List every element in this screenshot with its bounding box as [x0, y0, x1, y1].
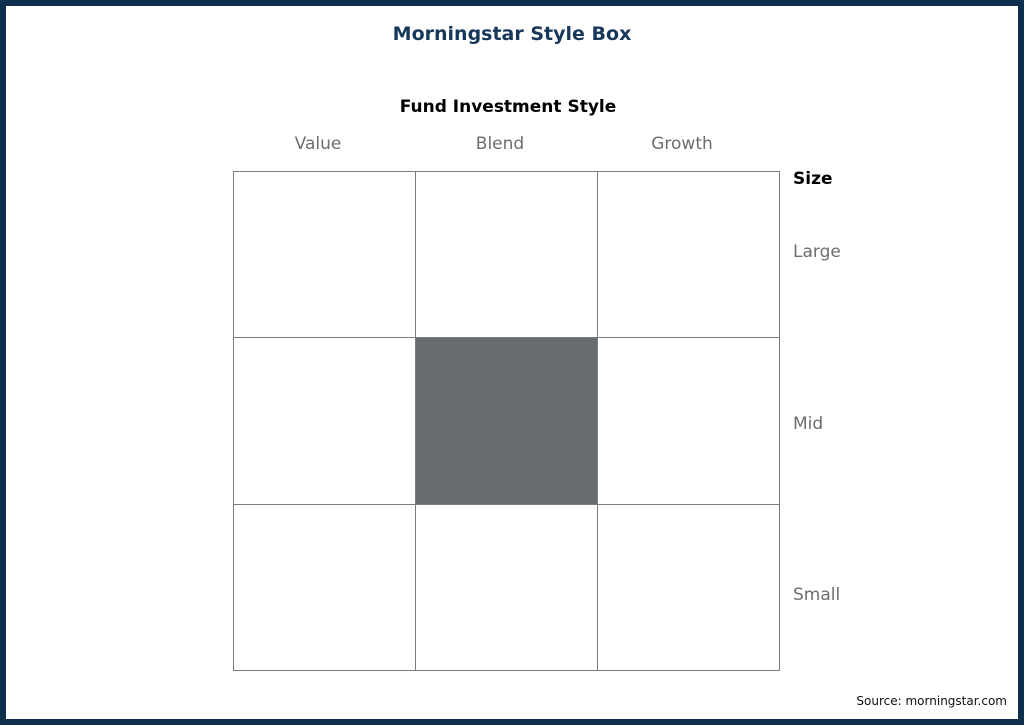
column-label-blend: Blend: [475, 134, 525, 154]
cell-large-growth: [598, 172, 780, 339]
column-label-value: Value: [294, 134, 342, 154]
cell-mid-blend: [416, 338, 598, 505]
cell-mid-growth: [598, 338, 780, 505]
row-label-mid: Mid: [793, 414, 824, 434]
cell-large-blend: [416, 172, 598, 339]
cell-small-growth: [598, 504, 780, 671]
fund-investment-style-header: Fund Investment Style: [399, 97, 617, 117]
style-box-grid: [233, 171, 780, 671]
column-label-growth: Growth: [651, 134, 713, 154]
diagram-title: Morningstar Style Box: [392, 23, 632, 45]
row-label-small: Small: [793, 585, 841, 605]
cell-small-blend: [416, 504, 598, 671]
cell-large-value: [234, 172, 416, 339]
cell-small-value: [234, 504, 416, 671]
row-label-large: Large: [793, 242, 841, 262]
source-note: Source: morningstar.com: [856, 694, 1007, 708]
cell-mid-value: [234, 338, 416, 505]
size-header: Size: [793, 169, 833, 189]
